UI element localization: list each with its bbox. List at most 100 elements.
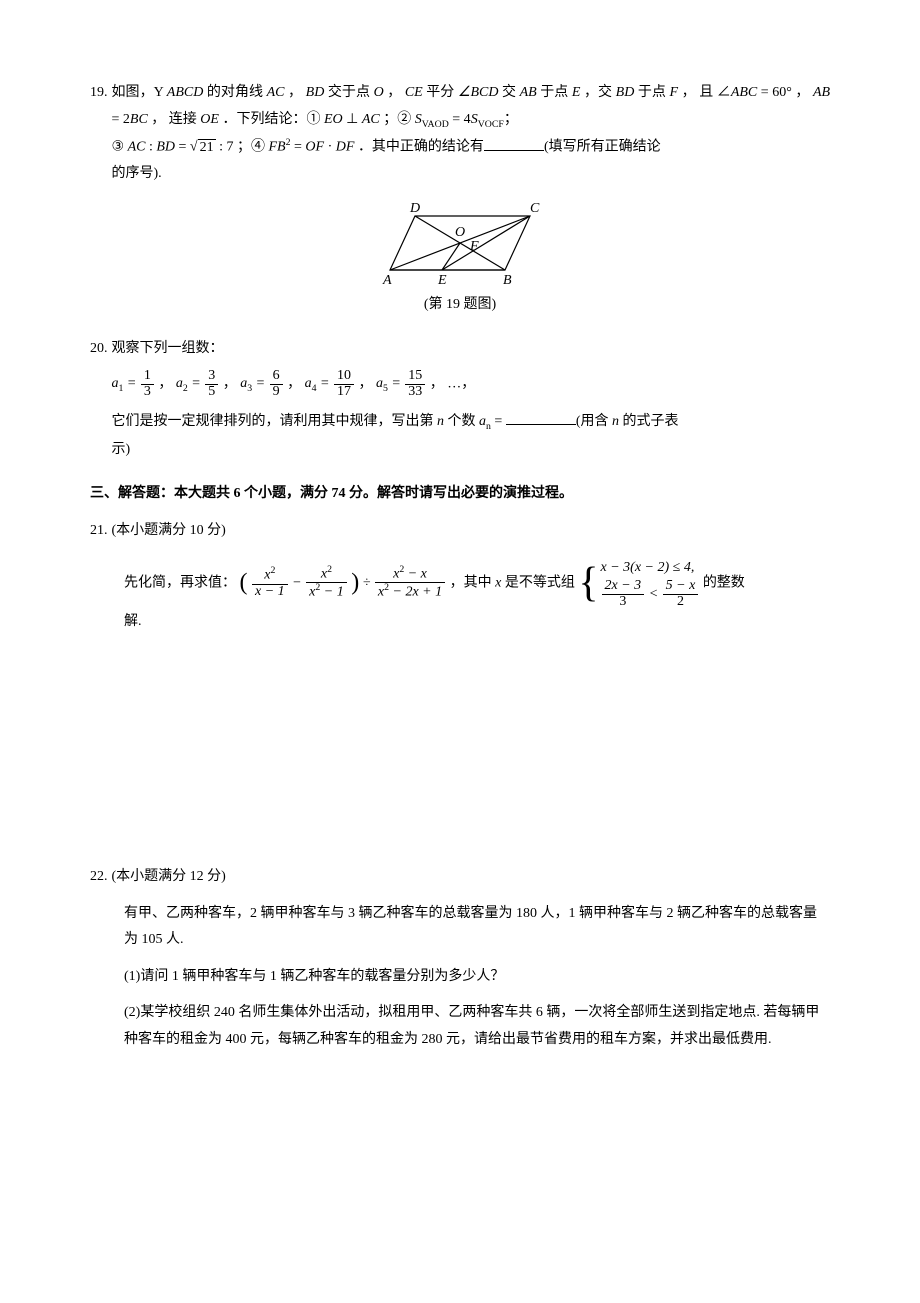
sqrt: √21 (190, 139, 216, 155)
m: AC (362, 112, 380, 127)
t: 个数 (444, 414, 479, 429)
section-3-heading: 三、解答题：本大题共 6 个小题，满分 74 分。解答时请写出必要的演推过程。 (90, 481, 830, 508)
t: (填写所有正确结论 (544, 140, 661, 155)
m: S (471, 112, 478, 127)
equals: = (388, 376, 404, 391)
m: F (670, 85, 679, 100)
d: x − 1 (255, 584, 285, 599)
separator: ， (426, 376, 447, 391)
t: = (491, 414, 506, 429)
t: ⊥ (343, 112, 362, 127)
m: a (479, 414, 486, 429)
equals: = (252, 376, 268, 391)
t: 于点 (537, 85, 572, 100)
m: BD (156, 140, 175, 155)
t: 交于点 (324, 85, 373, 100)
t: 解. (124, 614, 142, 629)
t: 先化简，再求值： (124, 575, 236, 590)
t: ．其中正确的结论有 (354, 140, 484, 155)
t: = 2 (112, 112, 130, 127)
m: AC (128, 140, 146, 155)
problem-20-number: 20. (90, 336, 108, 363)
equals: = (123, 376, 139, 391)
sys-frac-1: 2x − 3 3 (602, 579, 645, 609)
problem-20: 20. 观察下列一组数： a1 = 13 ， a2 = 35 ， a3 = 69… (90, 336, 830, 463)
fraction: 1017 (334, 369, 354, 399)
sequence-line: a1 = 13 ， a2 = 35 ， a3 = 69 ， a4 = 1017 … (112, 369, 831, 399)
m: BD (616, 85, 635, 100)
fraction: 69 (270, 369, 283, 399)
separator: ， (219, 376, 240, 391)
d: 2 (663, 595, 699, 610)
t: 交 (498, 85, 519, 100)
t: ③ (112, 140, 128, 155)
m: n (437, 414, 444, 429)
lt: < (649, 586, 662, 601)
m: n (612, 414, 619, 429)
problem-20-body: 20. 观察下列一组数： a1 = 13 ， a2 = 35 ， a3 = 69… (90, 336, 830, 463)
label-F: F (469, 239, 479, 254)
problem-21-number: 21. (90, 518, 108, 545)
problem-22: 22. (本小题满分 12 分) 有甲、乙两种客车，2 辆甲种客车与 3 辆乙种… (90, 864, 830, 1054)
workspace (90, 636, 830, 846)
m: VAOD (422, 118, 449, 129)
n: 2x − 3 (605, 578, 642, 593)
problem-19: 19. 如图，Y ABCD 的对角线 AC ， BD 交于点 O ， CE 平分… (90, 80, 830, 318)
frac-2: x2 x2 − 1 (306, 565, 347, 601)
rparen: ) (351, 569, 359, 595)
t: · (324, 140, 336, 155)
sequence-term: a3 = 69 (240, 376, 283, 391)
m: FB (269, 140, 286, 155)
n2: − x (404, 567, 427, 582)
problem-19-body: 19. 如图，Y ABCD 的对角线 AC ， BD 交于点 O ， CE 平分… (90, 80, 830, 188)
d2: − 1 (320, 585, 343, 600)
t: : (145, 140, 156, 155)
problem-21-points: (本小题满分 10 分) (112, 518, 831, 545)
t: = 4 (449, 112, 471, 127)
var: a (112, 376, 119, 391)
answer-blank[interactable] (484, 136, 544, 151)
t: 观察下列一组数： (112, 341, 224, 356)
t: 于点 (634, 85, 666, 100)
t: ．下列结论：① (219, 112, 324, 127)
answer-blank[interactable] (506, 410, 576, 425)
m: OE (200, 112, 219, 127)
n: 5 − x (666, 578, 696, 593)
t: = (175, 140, 190, 155)
t: (用含 (576, 414, 612, 429)
m: EO (324, 112, 343, 127)
problem-19-figure: D C A E B O F (第 19 题图) (90, 198, 830, 319)
m: AB (520, 85, 537, 100)
problem-22-q1: (1)请问 1 辆甲种客车与 1 辆乙种客车的载客量分别为多少人？ (124, 964, 830, 991)
label-B: B (503, 273, 512, 288)
d: 3 (602, 595, 645, 610)
m: S (415, 112, 422, 127)
separator: ， (284, 376, 305, 391)
problem-19-number: 19. (90, 80, 108, 107)
s: 2 (270, 565, 275, 576)
minus: − (292, 575, 305, 590)
radicand: 21 (198, 139, 216, 155)
t: = 60° ， (757, 85, 813, 100)
t: 的式子表 (619, 414, 679, 429)
d2: − 2x + 1 (389, 585, 442, 600)
problem-21-text: 先化简，再求值： ( x2 x − 1 − x2 x2 − 1 ) ÷ x2 −… (124, 557, 830, 636)
t: ；② (380, 112, 415, 127)
t: ， 连接 (148, 112, 201, 127)
m: AC (267, 85, 285, 100)
m: OF (305, 140, 324, 155)
t: 它们是按一定规律排列的，请利用其中规律，写出第 (112, 414, 438, 429)
sys-line-1: x − 3(x − 2) ≤ 4, (601, 557, 700, 579)
problem-22-q2: (2)某学校组织 240 名师生集体外出活动，拟租用甲、乙两种客车共 6 辆，一… (124, 1000, 830, 1053)
label-E: E (437, 273, 447, 288)
m: DF (336, 140, 355, 155)
t: 的整数 (703, 575, 745, 590)
m: CE (405, 85, 423, 100)
label-C: C (530, 201, 540, 216)
separator: ， (355, 376, 376, 391)
figure-19-caption: (第 19 题图) (90, 292, 830, 319)
t: ， 且 ∠ (678, 85, 731, 100)
frac-1: x2 x − 1 (252, 566, 288, 599)
t: ， (384, 85, 405, 100)
problem-22-points: (本小题满分 12 分) (112, 864, 831, 891)
